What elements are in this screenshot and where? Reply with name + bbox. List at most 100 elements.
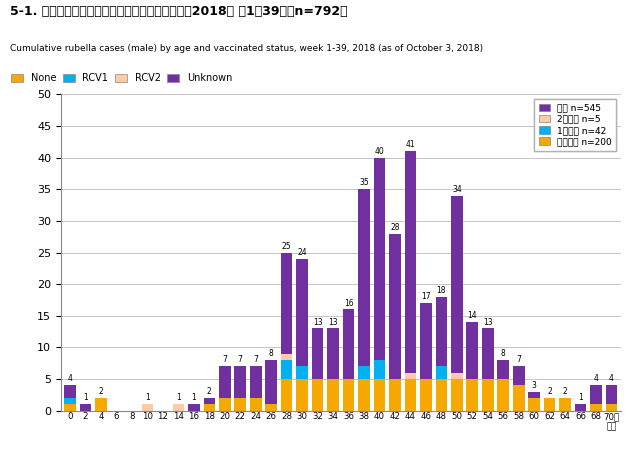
Bar bbox=[234, 398, 246, 411]
Bar bbox=[327, 329, 339, 379]
Text: 28: 28 bbox=[390, 223, 400, 232]
Bar bbox=[497, 379, 509, 411]
Bar bbox=[467, 379, 478, 411]
Bar bbox=[64, 385, 76, 398]
Text: 2: 2 bbox=[547, 387, 552, 396]
Bar bbox=[590, 405, 602, 411]
Text: 4: 4 bbox=[68, 374, 72, 383]
Bar bbox=[80, 405, 92, 411]
Bar bbox=[451, 195, 463, 373]
Bar bbox=[482, 379, 493, 411]
Bar bbox=[559, 398, 571, 411]
Bar bbox=[544, 398, 556, 411]
Text: 7: 7 bbox=[516, 355, 521, 364]
Text: 14: 14 bbox=[467, 311, 477, 320]
Bar bbox=[296, 259, 308, 366]
Text: 4: 4 bbox=[609, 374, 614, 383]
Text: 35: 35 bbox=[359, 178, 369, 187]
Bar bbox=[513, 385, 525, 411]
Text: 2: 2 bbox=[99, 387, 104, 396]
Bar bbox=[590, 385, 602, 405]
Bar bbox=[358, 189, 370, 366]
Bar bbox=[389, 234, 401, 379]
Bar bbox=[64, 405, 76, 411]
Bar bbox=[281, 253, 292, 354]
Bar bbox=[281, 354, 292, 360]
Bar bbox=[250, 366, 262, 398]
Legend: None, RCV1, RCV2, Unknown: None, RCV1, RCV2, Unknown bbox=[12, 73, 232, 83]
Text: 18: 18 bbox=[436, 286, 446, 295]
Text: 7: 7 bbox=[222, 355, 227, 364]
Bar bbox=[451, 373, 463, 379]
Text: 8: 8 bbox=[501, 349, 506, 358]
Bar bbox=[420, 379, 432, 411]
Bar bbox=[389, 379, 401, 411]
Bar bbox=[358, 366, 370, 379]
Bar bbox=[312, 379, 323, 411]
Bar bbox=[64, 398, 76, 405]
Text: 1: 1 bbox=[176, 394, 180, 403]
Bar bbox=[188, 405, 200, 411]
Bar bbox=[436, 366, 447, 379]
Bar bbox=[374, 379, 385, 411]
Bar bbox=[266, 405, 277, 411]
Bar bbox=[281, 379, 292, 411]
Text: 1: 1 bbox=[83, 394, 88, 403]
Bar bbox=[482, 329, 493, 379]
Bar bbox=[529, 392, 540, 398]
Bar bbox=[234, 366, 246, 398]
Bar bbox=[374, 360, 385, 379]
Text: 3: 3 bbox=[532, 381, 536, 390]
Text: 13: 13 bbox=[313, 318, 323, 327]
Bar bbox=[404, 379, 416, 411]
Text: 25: 25 bbox=[282, 242, 291, 251]
Bar bbox=[497, 360, 509, 379]
Text: 8: 8 bbox=[269, 349, 273, 358]
Text: 16: 16 bbox=[344, 299, 353, 308]
Text: 34: 34 bbox=[452, 185, 461, 194]
Text: 5-1. 年齢群別接種歴別風しん累積報告数（男性）2018年 第1～39週（n=792）: 5-1. 年齢群別接種歴別風しん累積報告数（男性）2018年 第1～39週（n=… bbox=[10, 5, 347, 18]
Bar bbox=[343, 310, 355, 379]
Text: 7: 7 bbox=[253, 355, 258, 364]
Bar bbox=[436, 379, 447, 411]
Text: 24: 24 bbox=[298, 248, 307, 257]
Bar bbox=[358, 379, 370, 411]
Bar bbox=[420, 303, 432, 379]
Bar bbox=[219, 398, 230, 411]
Bar bbox=[281, 360, 292, 379]
Text: 1: 1 bbox=[145, 394, 150, 403]
Bar bbox=[95, 398, 107, 411]
Bar bbox=[266, 360, 277, 405]
Text: 2: 2 bbox=[207, 387, 212, 396]
Bar bbox=[575, 405, 586, 411]
Bar bbox=[374, 158, 385, 360]
Text: Cumulative rubella cases (male) by age and vaccinated status, week 1-39, 2018 (a: Cumulative rubella cases (male) by age a… bbox=[10, 44, 483, 53]
Bar bbox=[404, 152, 416, 373]
Text: 13: 13 bbox=[483, 318, 493, 327]
Bar bbox=[436, 297, 447, 366]
Bar bbox=[529, 398, 540, 411]
Text: 1: 1 bbox=[578, 394, 583, 403]
Bar bbox=[343, 379, 355, 411]
Bar bbox=[513, 366, 525, 385]
Bar bbox=[204, 405, 215, 411]
Text: 1: 1 bbox=[191, 394, 196, 403]
Legend: 不明 n=545, 2回接種 n=5, 1回接種 n=42, 接種なし n=200: 不明 n=545, 2回接種 n=5, 1回接種 n=42, 接種なし n=20… bbox=[534, 99, 616, 151]
Bar bbox=[451, 379, 463, 411]
Bar bbox=[296, 366, 308, 379]
Bar bbox=[467, 322, 478, 379]
Bar bbox=[605, 385, 618, 405]
Text: 41: 41 bbox=[406, 141, 415, 150]
Bar bbox=[404, 373, 416, 379]
Bar bbox=[605, 405, 618, 411]
Text: 4: 4 bbox=[594, 374, 598, 383]
Bar bbox=[173, 405, 184, 411]
Text: 13: 13 bbox=[328, 318, 338, 327]
Bar bbox=[296, 379, 308, 411]
Bar bbox=[204, 398, 215, 405]
Text: 17: 17 bbox=[421, 292, 431, 301]
Bar bbox=[250, 398, 262, 411]
Text: 40: 40 bbox=[374, 147, 385, 156]
Text: 7: 7 bbox=[238, 355, 243, 364]
Text: 2: 2 bbox=[563, 387, 568, 396]
